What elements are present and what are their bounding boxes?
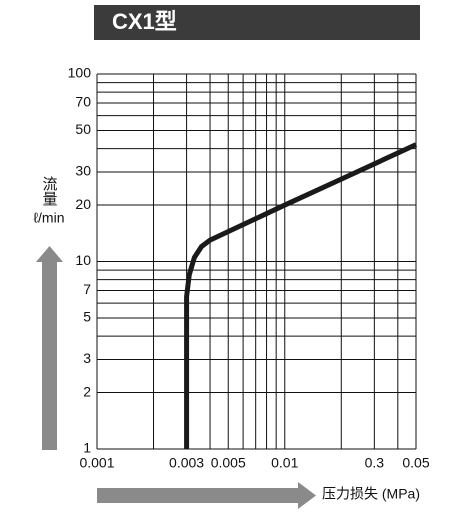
y-tick-label: 2	[83, 383, 91, 399]
chart-title: CX1型	[112, 9, 177, 34]
y-tick-label: 50	[75, 121, 91, 137]
y-tick-label: 20	[75, 196, 91, 212]
y-tick-label: 7	[83, 281, 91, 297]
y-tick-label: 100	[68, 65, 92, 81]
x-tick-label: 0.01	[271, 455, 298, 471]
title-banner	[94, 5, 420, 40]
x-tick-label: 0.3	[365, 455, 385, 471]
y-tick-label: 70	[75, 94, 91, 110]
y-tick-label: 1	[83, 440, 91, 456]
y-tick-label: 30	[75, 163, 91, 179]
x-tick-label: 0.003	[169, 455, 204, 471]
y-tick-label: 3	[83, 350, 91, 366]
x-axis-label: 压力损失 (MPa)	[322, 486, 420, 502]
y-tick-label: 5	[83, 309, 91, 325]
x-tick-label: 0.005	[211, 455, 246, 471]
flow-curve	[184, 142, 418, 449]
x-tick-label: 0.001	[79, 455, 114, 471]
y-arrow	[36, 246, 63, 450]
x-tick-label: 0.05	[402, 455, 429, 471]
y-axis-label: 流量	[41, 176, 58, 206]
y-tick-label: 10	[75, 252, 91, 268]
x-arrow	[97, 482, 316, 509]
y-axis-unit: ℓ/min	[34, 210, 65, 226]
